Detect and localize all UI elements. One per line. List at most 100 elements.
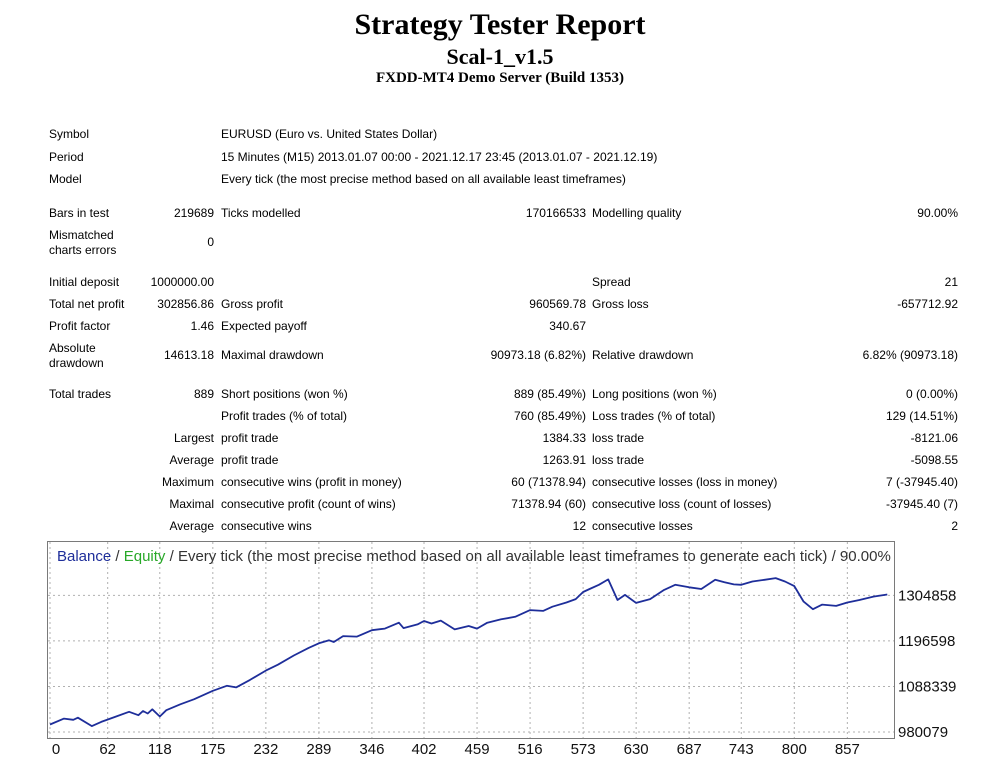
report-subtitle: Scal-1_v1.5: [0, 44, 1000, 70]
largest-loss-value: -8121.06: [820, 431, 958, 446]
symbol-label: Symbol: [49, 127, 89, 142]
balance-chart-plot: [48, 542, 894, 738]
maximum-label: Maximum: [120, 475, 214, 490]
average-consecutive-wins-value: 12: [440, 519, 586, 534]
ticks-value: 170166533: [470, 206, 586, 221]
total-trades-value: 889: [120, 387, 214, 402]
legend-balance: Balance: [57, 548, 111, 565]
spread-label: Spread: [592, 275, 631, 290]
average-consecutive-losses-label: consecutive losses: [592, 519, 693, 534]
max-consecutive-losses-label: consecutive losses (loss in money): [592, 475, 777, 490]
chart-legend: Balance / Equity / Every tick (the most …: [57, 548, 891, 565]
loss-trades-label: Loss trades (% of total): [592, 409, 715, 424]
mismatch-value: 0: [130, 235, 214, 250]
x-tick-label: 0: [52, 741, 60, 758]
average-profit-label: profit trade: [221, 453, 278, 468]
maximal-consecutive-loss-value: -37945.40 (7): [820, 497, 958, 512]
net-profit-value: 302856.86: [120, 297, 214, 312]
maximal-consecutive-profit-label: consecutive profit (count of wins): [221, 497, 396, 512]
x-tick-label: 800: [782, 741, 807, 758]
x-tick-label: 743: [729, 741, 754, 758]
y-tick-label: 1304858: [898, 587, 956, 604]
period-value: 15 Minutes (M15) 2013.01.07 00:00 - 2021…: [221, 150, 657, 165]
loss-trades-value: 129 (14.51%): [820, 409, 958, 424]
max-consecutive-wins-value: 60 (71378.94): [440, 475, 586, 490]
x-tick-label: 459: [465, 741, 490, 758]
x-tick-label: 687: [677, 741, 702, 758]
average-profit-value: 1263.91: [440, 453, 586, 468]
spread-value: 21: [840, 275, 958, 290]
absolute-drawdown-label-2: drawdown: [49, 356, 104, 371]
short-positions-label: Short positions (won %): [221, 387, 348, 402]
largest-profit-value: 1384.33: [440, 431, 586, 446]
profit-trades-value: 760 (85.49%): [440, 409, 586, 424]
maximal-drawdown-value: 90973.18 (6.82%): [440, 348, 586, 363]
balance-chart: Balance / Equity / Every tick (the most …: [47, 541, 895, 739]
largest-profit-label: profit trade: [221, 431, 278, 446]
max-consecutive-losses-value: 7 (-37945.40): [820, 475, 958, 490]
x-tick-label: 289: [306, 741, 331, 758]
profit-factor-value: 1.46: [120, 319, 214, 334]
average-consecutive-label: Average: [120, 519, 214, 534]
x-tick-label: 118: [148, 741, 172, 758]
gross-loss-label: Gross loss: [592, 297, 649, 312]
absolute-drawdown-value: 14613.18: [120, 348, 214, 363]
average-label: Average: [120, 453, 214, 468]
expected-payoff-value: 340.67: [470, 319, 586, 334]
mismatch-label-1: Mismatched: [49, 228, 114, 243]
profit-factor-label: Profit factor: [49, 319, 110, 334]
server-name: FXDD-MT4 Demo Server (Build 1353): [0, 70, 1000, 87]
x-tick-label: 346: [359, 741, 384, 758]
largest-loss-label: loss trade: [592, 431, 644, 446]
net-profit-label: Total net profit: [49, 297, 124, 312]
x-tick-label: 62: [99, 741, 116, 758]
bars-label: Bars in test: [49, 206, 109, 221]
model-label: Model: [49, 172, 82, 187]
long-positions-value: 0 (0.00%): [820, 387, 958, 402]
average-consecutive-losses-value: 2: [820, 519, 958, 534]
period-label: Period: [49, 150, 84, 165]
maximal-label: Maximal: [120, 497, 214, 512]
ticks-label: Ticks modelled: [221, 206, 301, 221]
maximal-consecutive-loss-label: consecutive loss (count of losses): [592, 497, 771, 512]
bars-value: 219689: [130, 206, 214, 221]
largest-label: Largest: [120, 431, 214, 446]
maximal-consecutive-profit-value: 71378.94 (60): [440, 497, 586, 512]
model-value: Every tick (the most precise method base…: [221, 172, 626, 187]
deposit-value: 1000000.00: [120, 275, 214, 290]
quality-value: 90.00%: [840, 206, 958, 221]
gross-profit-value: 960569.78: [470, 297, 586, 312]
max-consecutive-wins-label: consecutive wins (profit in money): [221, 475, 402, 490]
y-tick-label: 1088339: [898, 678, 956, 695]
total-trades-label: Total trades: [49, 387, 111, 402]
y-tick-label: 1196598: [898, 633, 955, 650]
symbol-value: EURUSD (Euro vs. United States Dollar): [221, 127, 437, 142]
legend-description: / Every tick (the most precise method ba…: [165, 548, 890, 565]
mismatch-label-2: charts errors: [49, 243, 116, 258]
x-tick-label: 402: [411, 741, 436, 758]
gross-profit-label: Gross profit: [221, 297, 283, 312]
gross-loss-value: -657712.92: [840, 297, 958, 312]
relative-drawdown-label: Relative drawdown: [592, 348, 693, 363]
absolute-drawdown-label-1: Absolute: [49, 341, 96, 356]
maximal-drawdown-label: Maximal drawdown: [221, 348, 324, 363]
x-tick-label: 175: [200, 741, 225, 758]
long-positions-label: Long positions (won %): [592, 387, 717, 402]
y-tick-label: 980079: [898, 724, 948, 741]
deposit-label: Initial deposit: [49, 275, 119, 290]
relative-drawdown-value: 6.82% (90973.18): [820, 348, 958, 363]
report-title: Strategy Tester Report: [0, 8, 1000, 42]
legend-equity: Equity: [124, 548, 166, 565]
average-consecutive-wins-label: consecutive wins: [221, 519, 312, 534]
average-loss-value: -5098.55: [820, 453, 958, 468]
short-positions-value: 889 (85.49%): [440, 387, 586, 402]
x-tick-label: 630: [624, 741, 649, 758]
expected-payoff-label: Expected payoff: [221, 319, 307, 334]
x-tick-label: 857: [835, 741, 860, 758]
quality-label: Modelling quality: [592, 206, 681, 221]
x-tick-label: 573: [571, 741, 596, 758]
x-tick-label: 232: [253, 741, 278, 758]
average-loss-label: loss trade: [592, 453, 644, 468]
legend-separator: /: [111, 548, 124, 565]
x-tick-label: 516: [518, 741, 543, 758]
